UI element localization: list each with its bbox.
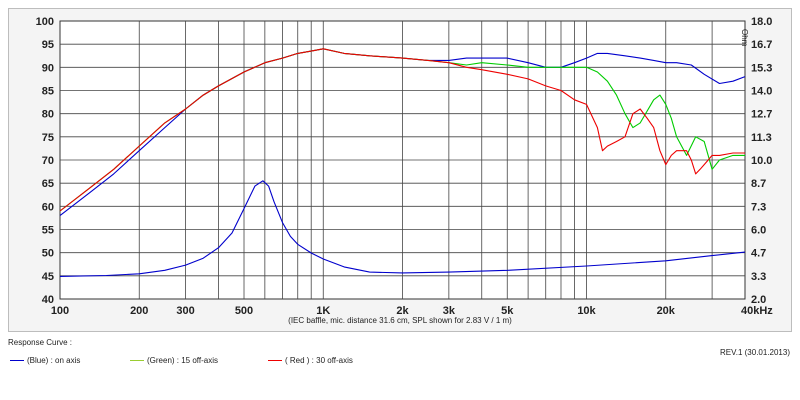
y-right-tick-label: 8.7 <box>751 178 766 190</box>
x-tick-label: 300 <box>176 305 194 317</box>
x-tick-label: 20k <box>657 305 676 317</box>
y-right-tick-label: 11.3 <box>751 132 772 144</box>
y-right-tick-label: 3.3 <box>751 271 766 283</box>
y-tick-label: 95 <box>42 39 54 51</box>
y-tick-label: 65 <box>42 178 54 190</box>
y-right-tick-label: 10.0 <box>751 155 772 167</box>
legend-label-blue: (Blue) : on axis <box>27 356 81 365</box>
y-tick-label: 100 <box>36 16 54 28</box>
y-tick-label: 55 <box>42 225 54 237</box>
y-right-tick-label: 14.0 <box>751 86 772 98</box>
chart-caption: (IEC baffle, mic. distance 31.6 cm, SPL … <box>288 316 512 325</box>
y-tick-label: 40 <box>42 294 54 306</box>
y-right-tick-label: 15.3 <box>751 62 772 74</box>
legend-label-green: (Green) : 15 off-axis <box>147 356 218 365</box>
legend-swatch-blue <box>10 360 24 361</box>
legend-swatch-green <box>130 360 144 361</box>
response-curve-title: Response Curve : <box>8 338 73 347</box>
y-tick-label: 60 <box>42 201 54 213</box>
x-tick-label: 40kHz <box>741 305 773 317</box>
x-tick-label: 500 <box>235 305 253 317</box>
legend-item-green: (Green) : 15 off-axis <box>130 356 218 365</box>
legend-item-blue: (Blue) : on axis <box>10 356 80 365</box>
y-tick-label: 45 <box>42 271 54 283</box>
y-tick-label: 85 <box>42 86 54 98</box>
x-tick-label: 5k <box>501 305 514 317</box>
y-right-tick-label: 12.7 <box>751 109 772 121</box>
y-right-unit-label: Ohm <box>740 29 749 47</box>
legend-swatch-red <box>268 360 282 361</box>
y-right-tick-label: 16.7 <box>751 39 772 51</box>
y-tick-label: 70 <box>42 155 54 167</box>
legend-item-red: ( Red ) : 30 off-axis <box>268 356 353 365</box>
y-tick-label: 75 <box>42 132 54 144</box>
x-tick-label: 100 <box>51 305 69 317</box>
x-tick-label: 3k <box>443 305 456 317</box>
y-tick-label: 90 <box>42 62 54 74</box>
series-line-red <box>59 48 745 212</box>
y-right-tick-label: 4.7 <box>751 248 766 260</box>
x-tick-label: 10k <box>577 305 596 317</box>
x-tick-label: 1K <box>316 305 330 317</box>
response-chart: 40 45 50 55 60 65 70 75 80 85 90 95 100 2.0 3.3 4.7 6.0 7… <box>36 16 774 317</box>
y-right-tick-label: 7.3 <box>751 201 766 213</box>
x-tick-label: 200 <box>130 305 148 317</box>
revision-label: REV.1 (30.01.2013) <box>720 348 790 357</box>
y-right-tick-label: 2.0 <box>751 294 766 306</box>
impedance-line <box>59 180 746 277</box>
y-right-tick-label: 18.0 <box>751 16 772 28</box>
y-tick-label: 50 <box>42 248 54 260</box>
y-right-tick-label: 6.0 <box>751 225 766 237</box>
y-tick-label: 80 <box>42 109 54 121</box>
x-tick-label: 2k <box>396 305 409 317</box>
legend-label-red: ( Red ) : 30 off-axis <box>285 356 353 365</box>
